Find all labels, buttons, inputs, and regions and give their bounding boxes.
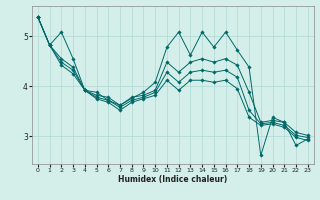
X-axis label: Humidex (Indice chaleur): Humidex (Indice chaleur) [118, 175, 228, 184]
